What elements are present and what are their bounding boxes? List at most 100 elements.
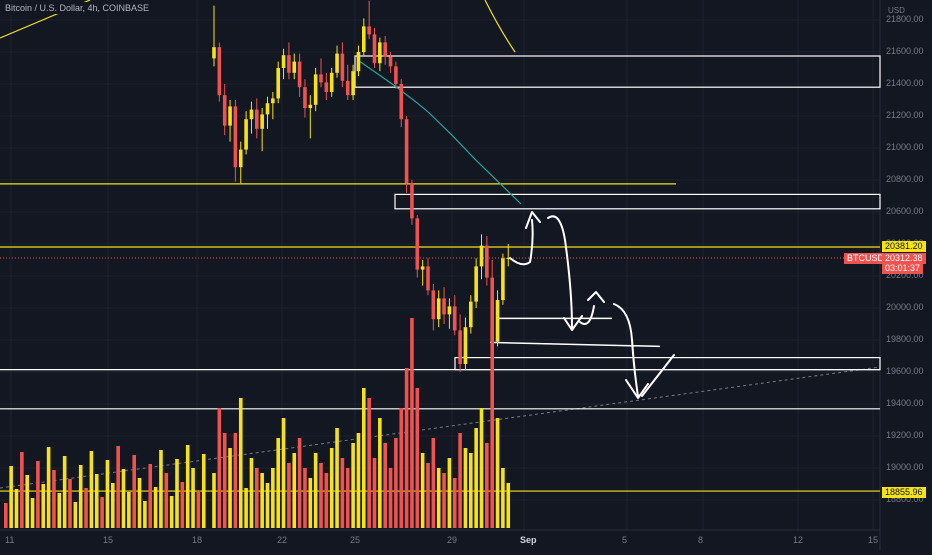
- candle-body: [404, 119, 409, 184]
- candle-body: [292, 61, 297, 73]
- candle-body: [228, 106, 232, 126]
- drawn-arrow-line: [641, 354, 675, 397]
- volume-bar: [308, 478, 313, 528]
- bar-countdown-tag: 03:01:37: [882, 263, 924, 274]
- volume-bar: [345, 468, 350, 528]
- volume-bar: [30, 498, 35, 528]
- volume-bar: [255, 468, 259, 528]
- candle-body: [431, 290, 436, 320]
- time-tick: 18: [192, 535, 203, 545]
- volume-bar: [127, 492, 131, 528]
- time-tick: Sep: [520, 535, 537, 545]
- volume-bar: [244, 488, 248, 528]
- volume-bar: [52, 470, 56, 528]
- volume-bar: [292, 453, 297, 528]
- volume-bar: [105, 460, 110, 528]
- volume-bar: [442, 473, 446, 528]
- candle-body: [265, 103, 270, 115]
- candle-body: [308, 104, 313, 108]
- volume-bar: [271, 468, 275, 528]
- volume-bar: [20, 452, 24, 528]
- price-tick: 19400.00: [886, 398, 924, 408]
- candle-body: [329, 72, 334, 92]
- volume-bar: [196, 491, 201, 528]
- candle-body: [238, 149, 243, 168]
- candle-body: [313, 74, 318, 105]
- candle-body: [501, 258, 505, 300]
- volume-bar: [46, 447, 51, 528]
- candle-body: [362, 26, 366, 52]
- volume-bar: [281, 418, 286, 528]
- volume-bar: [100, 497, 104, 528]
- volume-bar: [116, 446, 120, 528]
- level-price-tag[interactable]: 20381.20: [882, 241, 926, 252]
- volume-bar: [362, 388, 366, 528]
- volume-bar: [324, 473, 329, 528]
- price-zone-box: [394, 193, 881, 210]
- volume-bar: [4, 503, 8, 528]
- candle-body: [436, 298, 441, 320]
- symbol-tag: BTCUSD: [844, 253, 888, 264]
- candle-body: [287, 55, 291, 73]
- volume-bar: [356, 433, 361, 528]
- volume-bar: [217, 408, 222, 528]
- candle-body: [474, 266, 478, 302]
- volume-bar: [485, 443, 489, 528]
- volume-bar: [185, 445, 190, 528]
- candle-body: [367, 26, 371, 35]
- candle-body: [388, 56, 393, 67]
- volume-bar: [469, 453, 473, 528]
- candle-body: [495, 300, 500, 342]
- volume-bar: [9, 466, 13, 528]
- candle-body: [394, 66, 398, 84]
- volume-bar: [89, 451, 94, 528]
- ma-long: [484, 0, 516, 53]
- drawn-arrow-up: [579, 291, 605, 325]
- candle-body: [281, 55, 286, 68]
- volume-bar: [420, 453, 425, 528]
- moving-average-line: [359, 61, 522, 205]
- price-zone-box: [354, 55, 881, 88]
- candle-body: [410, 183, 414, 219]
- volume-bar: [201, 454, 206, 528]
- volume-bar: [367, 398, 371, 528]
- price-tick: 21600.00: [886, 46, 924, 56]
- volume-bar: [388, 468, 393, 528]
- volume-bar: [479, 408, 484, 528]
- price-tick: 21400.00: [886, 78, 924, 88]
- candle-body: [479, 245, 484, 267]
- price-tick: 19800.00: [886, 334, 924, 344]
- candle-body: [447, 306, 452, 315]
- volume-bar: [495, 418, 500, 528]
- price-tick: 19200.00: [886, 430, 924, 440]
- volume-bar: [474, 428, 478, 528]
- volume-bar: [222, 433, 227, 528]
- candle-body: [442, 298, 446, 315]
- volume-bar: [265, 483, 270, 528]
- candle-body: [399, 84, 404, 120]
- candle-body: [420, 266, 425, 270]
- volume-bar: [233, 433, 238, 528]
- level-price-tag[interactable]: 18855.96: [882, 487, 926, 498]
- volume-bar: [62, 456, 67, 528]
- volume-bar: [458, 433, 462, 528]
- candle-body: [233, 106, 238, 168]
- price-tick: 20200.00: [886, 270, 924, 280]
- candle-body: [372, 34, 377, 64]
- candle-body: [506, 258, 511, 260]
- candle-body: [319, 74, 323, 83]
- volume-bar: [111, 483, 115, 528]
- price-tick: 19000.00: [886, 462, 924, 472]
- volume-bar: [153, 487, 158, 528]
- volume-bar: [41, 484, 46, 528]
- candle-body: [212, 47, 216, 59]
- volume-bar: [383, 443, 387, 528]
- drawn-arrow-up: [509, 211, 541, 266]
- volume-bar: [191, 468, 195, 528]
- volume-bar: [490, 328, 494, 528]
- price-tick: 18800.00: [886, 494, 924, 504]
- candle-body: [345, 80, 350, 96]
- volume-bar: [25, 475, 29, 528]
- volume-bar: [415, 388, 420, 528]
